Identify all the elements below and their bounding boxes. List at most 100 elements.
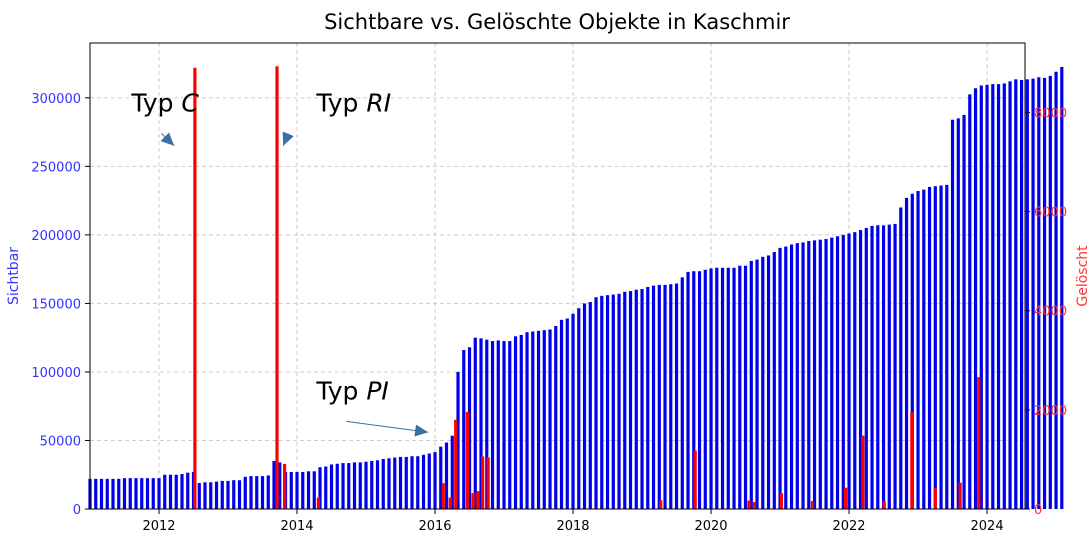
annotation-arrow-head — [414, 424, 429, 437]
bar-sichtbar — [686, 271, 690, 509]
bar-sichtbar — [956, 118, 960, 509]
bar-sichtbar — [807, 241, 811, 510]
bar-sichtbar — [513, 336, 518, 509]
bar-sichtbar — [312, 471, 316, 509]
bar-sichtbar — [674, 283, 679, 509]
annotation-typ-ri: Typ RI — [282, 89, 391, 146]
bar-geloescht — [693, 450, 697, 509]
bar-geloescht — [977, 377, 981, 509]
bar-sichtbar — [1042, 77, 1047, 509]
bar-sichtbar — [720, 267, 725, 509]
bar-sichtbar — [398, 456, 403, 509]
bar-sichtbar — [174, 474, 178, 509]
bar-sichtbar — [916, 191, 920, 509]
bar-sichtbar — [375, 460, 380, 509]
bar-sichtbar — [726, 267, 730, 509]
bar-sichtbar — [295, 471, 299, 509]
annotation-letters: C — [181, 89, 199, 118]
bar-sichtbar — [94, 478, 98, 509]
bar-sichtbar — [531, 331, 535, 509]
bar-sichtbar — [1060, 66, 1064, 509]
bar-sichtbar — [214, 481, 219, 509]
bar-sichtbar — [600, 295, 604, 509]
bar-sichtbar — [766, 255, 771, 509]
bar-sichtbar — [623, 291, 627, 509]
bar-geloescht — [958, 482, 962, 509]
bar-geloescht — [747, 500, 751, 509]
bar-sichtbar — [640, 289, 644, 509]
bar-sichtbar — [341, 463, 345, 509]
annotation-prefix: Typ — [130, 89, 181, 118]
bar-sichtbar — [462, 350, 466, 509]
y-axis-right-label: Gelöscht — [1075, 245, 1091, 307]
bar-sichtbar — [237, 480, 242, 509]
bar-sichtbar — [260, 476, 265, 509]
bar-sichtbar — [197, 482, 201, 509]
y-left-tick-label: 0 — [73, 503, 81, 518]
bar-geloescht — [659, 500, 663, 509]
bar-sichtbar — [117, 478, 121, 509]
bar-sichtbar — [393, 457, 397, 509]
bar-sichtbar — [444, 442, 449, 509]
bar-sichtbar — [1054, 71, 1058, 510]
bar-geloescht — [465, 411, 470, 509]
annotation-typ-pi: Typ PI — [315, 376, 429, 437]
bar-sichtbar — [358, 462, 362, 509]
bar-sichtbar — [1014, 79, 1018, 509]
bar-sichtbar — [588, 302, 592, 509]
bar-sichtbar — [663, 284, 667, 509]
bar-sichtbar — [508, 341, 512, 509]
bar-sichtbar — [278, 462, 282, 509]
y-right-tick-label: 8000 — [1034, 106, 1067, 121]
bar-sichtbar — [841, 234, 845, 509]
bar-sichtbar — [761, 256, 765, 509]
bar-geloescht — [752, 502, 757, 509]
y-axis-left-label: Sichtbar — [6, 247, 22, 305]
bar-geloescht — [861, 435, 865, 509]
bar-sichtbar — [427, 453, 431, 509]
bar-geloescht — [933, 488, 937, 509]
bar-sichtbar — [421, 454, 426, 509]
bar-sichtbar — [99, 478, 104, 509]
bar-sichtbar — [502, 341, 506, 509]
bar-sichtbar — [255, 476, 259, 509]
bar-sichtbar — [651, 285, 656, 509]
bar-geloescht — [843, 487, 848, 509]
bar-sichtbar — [272, 461, 276, 509]
bar-sichtbar — [226, 480, 230, 509]
bar-sichtbar — [266, 475, 270, 509]
x-axis-ticks: 2012 2014 2016 2018 2020 2022 2024 — [142, 509, 1004, 534]
y-left-tick-label: 50000 — [40, 434, 81, 449]
bar-sichtbar — [853, 232, 857, 509]
bar-geloescht — [486, 457, 490, 509]
bar-sichtbar — [220, 480, 224, 509]
bar-sichtbar — [151, 478, 155, 509]
bar-sichtbar — [968, 94, 972, 509]
bar-sichtbar — [559, 319, 564, 509]
bar-sichtbar — [140, 478, 144, 509]
x-tick-label: 2018 — [556, 519, 589, 534]
bar-geloescht — [441, 483, 445, 509]
bar-sichtbar — [490, 341, 495, 509]
bar-geloescht — [476, 491, 480, 509]
plot-frame — [89, 42, 1026, 510]
bar-sichtbar — [996, 84, 1001, 509]
bar-sichtbar — [439, 446, 443, 509]
annotation-prefix: Typ — [315, 376, 366, 405]
bar-sichtbar — [1048, 75, 1052, 510]
bar-sichtbar — [715, 267, 719, 509]
bar-sichtbar — [542, 330, 546, 509]
bar-sichtbar — [887, 224, 891, 509]
bar-sichtbar — [697, 271, 702, 509]
bar-sichtbar — [922, 189, 926, 509]
bar-sichtbar — [352, 462, 357, 509]
bar-sichtbar — [1002, 83, 1006, 510]
bar-sichtbar — [784, 246, 788, 509]
bar-sichtbar — [554, 326, 558, 509]
bar-sichtbar — [858, 230, 863, 509]
bar-sichtbar — [985, 84, 989, 509]
bar-sichtbar — [772, 252, 776, 509]
x-tick-label: 2012 — [142, 519, 175, 534]
bar-sichtbar — [209, 482, 213, 509]
